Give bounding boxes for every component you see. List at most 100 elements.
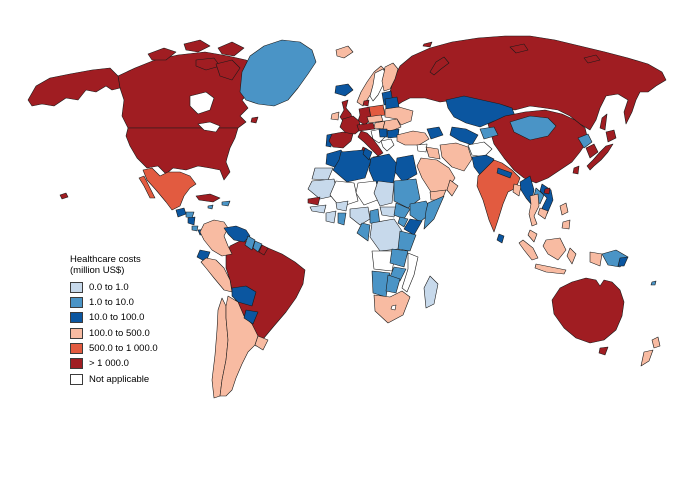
region-greece (380, 138, 395, 152)
region-greenland (239, 39, 317, 107)
legend-swatch (70, 373, 83, 385)
region-guatemala (175, 207, 187, 218)
legend-row: Not applicable (70, 373, 158, 385)
region-paraguay (243, 309, 259, 325)
region-central-african-republic (379, 206, 397, 218)
region-ivory-coast (325, 210, 337, 224)
region-suriname (252, 240, 263, 253)
region-romania (382, 118, 402, 132)
region-baja-california (138, 175, 156, 199)
region-sri-lanka (496, 233, 505, 244)
region-cuba (195, 193, 221, 203)
region-newfoundland (250, 116, 259, 124)
legend-row: 500.0 to 1 000.0 (70, 343, 158, 355)
region-czech-slovakia (366, 114, 384, 124)
region-new-zealand-south (640, 349, 654, 367)
legend-row: 1.0 to 10.0 (70, 296, 158, 308)
region-mongolia (509, 115, 557, 141)
region-malaysia (527, 229, 538, 243)
region-serbia (378, 128, 388, 138)
region-taiwan (572, 165, 580, 175)
region-ireland (330, 111, 340, 121)
region-arctic-island (195, 57, 221, 71)
region-borneo (542, 237, 567, 261)
legend-row: 100.0 to 500.0 (70, 327, 158, 339)
region-cambodia (537, 207, 549, 220)
hudson-bay (189, 91, 215, 115)
region-syria (416, 143, 428, 153)
region-switzerland-austria (356, 122, 376, 132)
region-tasmania (598, 346, 609, 356)
region-uganda (397, 216, 409, 228)
region-novaya-zemlya (429, 56, 450, 76)
region-finland (381, 62, 399, 92)
region-lesotho (390, 304, 397, 311)
region-bolivia (231, 285, 257, 307)
region-uruguay (254, 335, 269, 351)
legend: Healthcare costs (million US$) 0.0 to 1.… (70, 254, 158, 389)
legend-swatch (70, 312, 83, 324)
region-usa (125, 127, 239, 181)
legend-title-line2: (million US$) (70, 265, 125, 276)
region-png-east (617, 256, 629, 267)
region-kyrgyzstan-tajikistan (479, 126, 499, 140)
region-philippines-luzon (559, 202, 569, 216)
region-thailand (528, 193, 540, 227)
region-niger (355, 180, 381, 206)
region-tunisia (362, 147, 373, 161)
region-sumatra (518, 239, 539, 261)
region-zambia (389, 248, 409, 268)
legend-swatch (70, 296, 83, 308)
region-hainan (543, 187, 551, 195)
region-burkina-faso (335, 200, 349, 212)
region-bangladesh (512, 183, 522, 197)
region-severnaya-zemlya (509, 43, 529, 54)
region-drc (369, 218, 403, 252)
region-nigeria (349, 206, 371, 226)
region-svalbard (335, 45, 354, 59)
legend-label: 10.0 to 100.0 (89, 312, 145, 324)
region-alaska (27, 67, 121, 107)
region-arctic-island (183, 39, 211, 53)
region-caucasus (426, 126, 444, 140)
region-australia (551, 277, 625, 344)
region-mexico (142, 167, 197, 211)
region-nepal (496, 167, 513, 179)
region-somalia (423, 195, 445, 230)
region-hawaii (59, 192, 69, 200)
region-spain (328, 131, 354, 149)
region-french-guiana (258, 244, 269, 256)
legend-label: 0.0 to 1.0 (89, 281, 129, 293)
region-guinea (309, 204, 327, 214)
region-japan-hokkaido (605, 129, 617, 143)
region-angola (371, 250, 397, 272)
region-fiji (650, 280, 657, 286)
region-colombia (199, 219, 233, 257)
region-peru (200, 257, 233, 293)
region-guyana (244, 235, 256, 251)
region-arctic-island (147, 47, 177, 61)
region-iceland (334, 83, 354, 97)
region-philippines-mindanao (561, 219, 571, 230)
region-java (534, 263, 567, 275)
region-mozambique (401, 252, 419, 293)
region-north-korea (577, 133, 593, 149)
region-gabon-congo (356, 222, 371, 242)
region-sakhalin (599, 113, 608, 131)
region-turkey (396, 130, 430, 146)
region-sulawesi (566, 247, 577, 265)
region-new-zealand-north (651, 336, 661, 349)
region-costa-rica (191, 225, 199, 232)
region-arctic-island (217, 41, 245, 57)
legend-label: > 1 000.0 (89, 358, 129, 370)
region-ghana (337, 212, 347, 226)
legend-swatch (70, 281, 83, 293)
legend-row: 10.0 to 100.0 (70, 312, 158, 324)
region-chad (373, 180, 395, 207)
legend-swatch (70, 343, 83, 355)
legend-swatch (70, 358, 83, 370)
region-botswana (385, 274, 401, 294)
region-jamaica (207, 204, 214, 210)
region-japan-honshu (586, 143, 614, 171)
